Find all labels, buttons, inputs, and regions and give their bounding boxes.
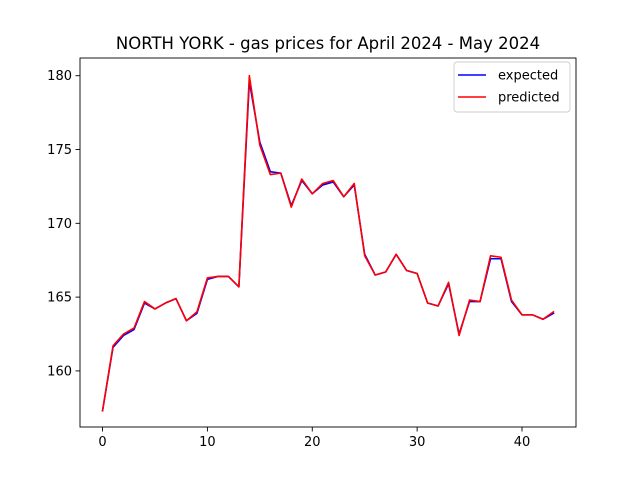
x-tick-label: 10 — [199, 435, 216, 450]
legend: expected predicted — [453, 61, 571, 113]
chart-title: NORTH YORK - gas prices for April 2024 -… — [116, 34, 540, 53]
legend-label-expected: expected — [498, 69, 558, 84]
x-tick-label: 30 — [409, 435, 426, 450]
y-tick-label: 170 — [47, 217, 72, 232]
series-line-predicted — [101, 74, 555, 412]
legend-label-predicted: predicted — [498, 91, 560, 106]
y-tick-label: 160 — [47, 364, 72, 379]
plot-area: 0 10 20 30 40 160 165 170 175 180 — [47, 57, 577, 450]
y-tick-label: 175 — [47, 143, 72, 158]
y-tick-label: 165 — [47, 291, 72, 306]
x-tick-label: 40 — [514, 435, 531, 450]
x-tick-label: 20 — [304, 435, 321, 450]
x-tick-label: 0 — [98, 435, 106, 450]
y-tick-label: 180 — [47, 69, 72, 84]
axes-frame — [79, 57, 577, 428]
